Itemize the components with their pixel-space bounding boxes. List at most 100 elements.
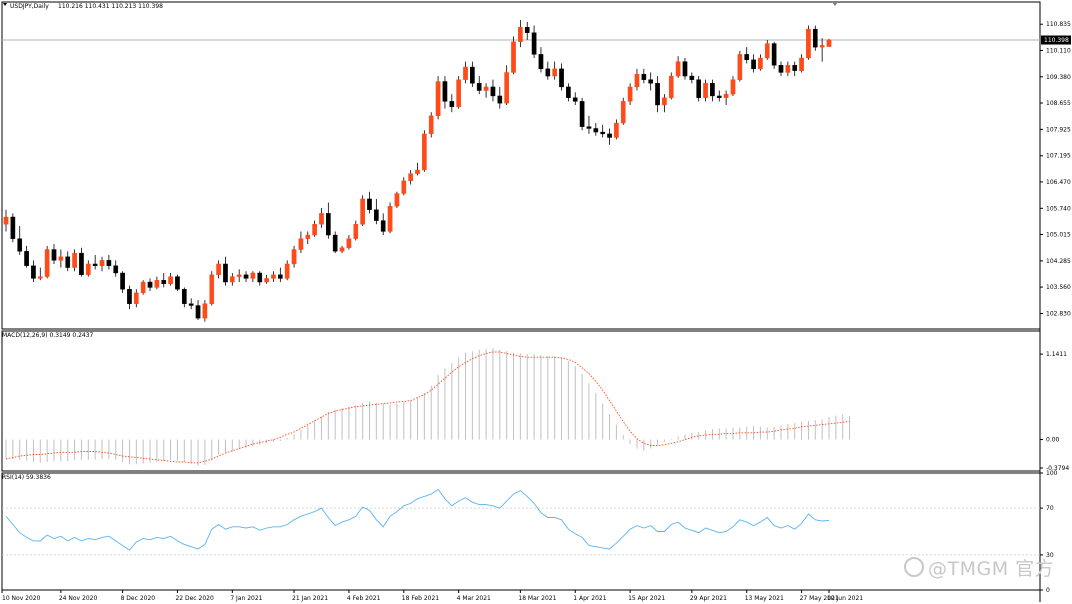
- candle-body: [545, 68, 551, 77]
- candle-body: [703, 83, 708, 98]
- candle-body: [202, 303, 208, 319]
- rsi-tick-label: 0: [1046, 587, 1050, 594]
- candle-body: [85, 263, 91, 276]
- candle-body: [785, 65, 791, 73]
- price-panel[interactable]: [2, 2, 1040, 322]
- candle-body: [243, 274, 249, 279]
- candle-body: [106, 260, 112, 266]
- candle-body: [51, 249, 57, 261]
- price-tick-label: 102.830: [1046, 310, 1071, 317]
- dropdown-triangle-icon: [3, 3, 7, 6]
- candle-body: [579, 101, 585, 127]
- date-tick-label: 4 Feb 2021: [347, 595, 381, 602]
- candle-body: [140, 281, 146, 294]
- rsi-title: RSI(14) 59.3836: [2, 474, 51, 481]
- candle-body: [394, 193, 400, 207]
- date-tick-label: 8 Dec 2020: [121, 595, 156, 602]
- candle-body: [655, 83, 660, 106]
- candle-body: [572, 97, 578, 102]
- date-tick-label: 4 Mar 2021: [457, 595, 491, 602]
- candle-body: [607, 133, 612, 138]
- candle-body: [744, 54, 750, 61]
- candle-body: [209, 274, 215, 304]
- candle-body: [229, 276, 235, 283]
- candle-body: [387, 205, 393, 232]
- candle-body: [312, 224, 317, 236]
- candle-body: [662, 97, 667, 106]
- date-tick-label: 21 Jan 2021: [292, 595, 328, 602]
- watermark: @TMGM 官方: [904, 554, 1054, 581]
- candle-body: [298, 238, 304, 250]
- candle-body: [511, 41, 516, 73]
- candle-body: [518, 27, 523, 42]
- price-tick-label: 105.740: [1046, 205, 1071, 212]
- candle-body: [710, 83, 715, 97]
- candle-body: [463, 66, 468, 80]
- rsi-panel[interactable]: [2, 488, 1040, 556]
- candle-body: [614, 122, 619, 138]
- candle-body: [264, 278, 269, 283]
- macd-title: MACD(12,26,9) 0.3149 0.2437: [2, 332, 94, 339]
- price-tick-label: 107.925: [1046, 126, 1071, 133]
- macd-tick-label: -0.3794: [1046, 465, 1069, 472]
- candle-body: [428, 115, 434, 135]
- candle-body: [58, 256, 64, 261]
- candle-body: [65, 256, 71, 268]
- candle-body: [422, 133, 427, 171]
- candle-body: [531, 32, 537, 55]
- macd-panel[interactable]: [5, 348, 851, 466]
- candle-body: [271, 274, 276, 279]
- candle-body: [771, 43, 777, 66]
- candle-body: [723, 93, 729, 98]
- date-tick-label: 7 Jan 2021: [230, 595, 262, 602]
- candle-body: [120, 272, 125, 290]
- candle-body: [566, 86, 571, 98]
- candle-body: [641, 74, 647, 80]
- candle-body: [284, 263, 290, 279]
- watermark-text: @TMGM 官方: [928, 558, 1055, 580]
- candle-body: [758, 57, 763, 70]
- macd-tick-label: 0.00: [1046, 437, 1060, 444]
- price-tick-label: 106.470: [1046, 179, 1071, 186]
- price-tick-label: 105.015: [1046, 232, 1071, 239]
- price-tick-label: 110.835: [1046, 21, 1071, 28]
- candle-body: [305, 234, 311, 239]
- candle-body: [374, 209, 379, 221]
- candle-body: [648, 79, 654, 84]
- shift-marker-icon: [832, 2, 838, 6]
- price-tick-label: 103.560: [1046, 284, 1071, 291]
- candle-body: [188, 303, 194, 306]
- candle-body: [449, 101, 455, 107]
- candle-body: [326, 213, 331, 236]
- candle-body: [257, 272, 263, 283]
- candle-body: [524, 27, 530, 33]
- ohlc-readout: 110.216 110.431 110.213 110.398: [58, 3, 163, 10]
- price-title: USDJPY,Daily: [10, 3, 49, 10]
- macd-tick-label: 1.1411: [1046, 351, 1067, 358]
- date-tick-label: 15 Apr 2021: [628, 595, 665, 602]
- candle-body: [92, 263, 98, 266]
- rsi-tick-label: 100: [1046, 470, 1058, 477]
- candle-body: [353, 224, 359, 239]
- date-tick-label: 27 May 2021: [800, 595, 839, 602]
- candle-body: [716, 95, 722, 98]
- date-tick-label: 22 Dec 2020: [175, 595, 214, 602]
- price-tick-label: 110.110: [1046, 47, 1071, 54]
- candle-body: [483, 86, 489, 91]
- candle-body: [600, 131, 606, 135]
- candle-body: [380, 220, 386, 232]
- candle-body: [147, 281, 153, 288]
- candle-body: [476, 83, 482, 91]
- candle-body: [181, 289, 187, 304]
- candle-body: [668, 75, 674, 98]
- price-tick-label: 109.380: [1046, 74, 1071, 81]
- panel-frames: [1, 1, 1041, 602]
- candle-body: [675, 61, 681, 77]
- candle-body: [799, 57, 804, 71]
- candle-body: [161, 280, 167, 285]
- date-tick-label: 24 Nov 2020: [59, 595, 98, 602]
- candle-body: [415, 169, 420, 174]
- tmgm-logo-icon: [904, 557, 924, 577]
- candle-body: [792, 65, 798, 71]
